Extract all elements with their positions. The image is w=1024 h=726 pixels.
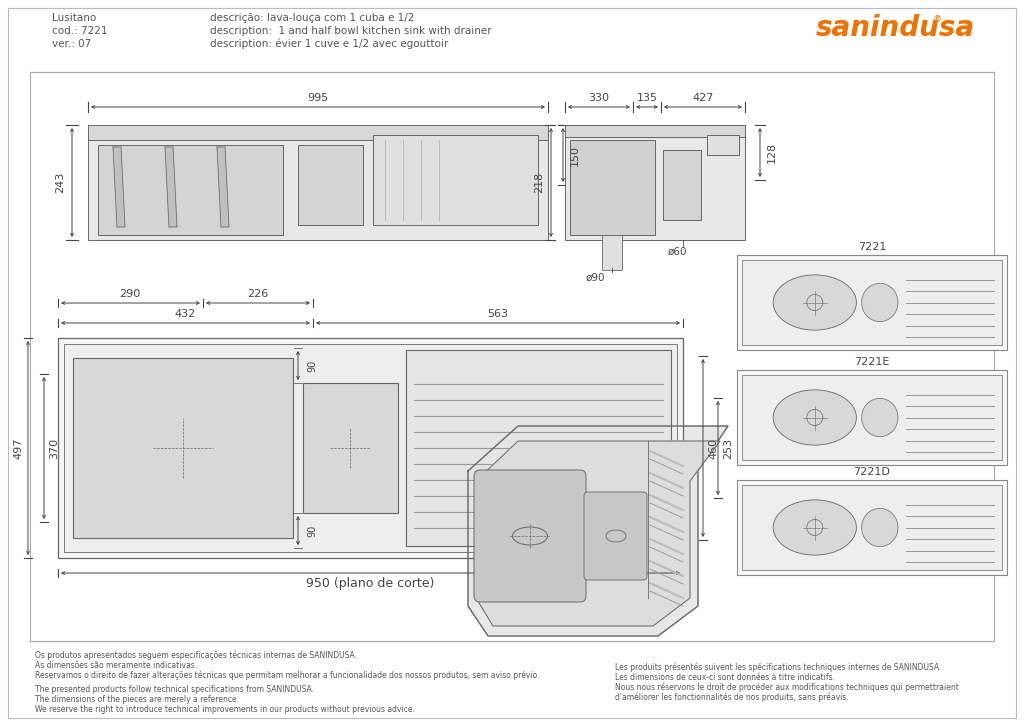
Text: Lusitano: Lusitano [52, 13, 96, 23]
Text: descrição: lava-louça com 1 cuba e 1/2: descrição: lava-louça com 1 cuba e 1/2 [210, 13, 415, 23]
Text: 432: 432 [174, 309, 196, 319]
Text: 995: 995 [307, 93, 329, 103]
Text: description:  1 and half bowl kitchen sink with drainer: description: 1 and half bowl kitchen sin… [210, 26, 492, 36]
Text: 128: 128 [767, 142, 777, 163]
Text: The presented products follow technical specifications from SANINDUSA.: The presented products follow technical … [35, 685, 314, 694]
Ellipse shape [861, 399, 898, 436]
Text: ver.: 07: ver.: 07 [52, 39, 91, 49]
Bar [303, 383, 398, 513]
Text: 243: 243 [55, 172, 65, 193]
Bar [98, 145, 283, 235]
Bar [742, 260, 1002, 345]
Bar [88, 140, 548, 240]
Text: The dimensions of the pieces are merely a reference.: The dimensions of the pieces are merely … [35, 695, 239, 704]
FancyBboxPatch shape [78, 368, 288, 528]
Polygon shape [476, 441, 720, 626]
Text: 7221E: 7221E [854, 357, 890, 367]
Text: cod.: 7221: cod.: 7221 [52, 26, 108, 36]
Bar [30, 72, 994, 641]
Text: Nous nous réservons le droit de procéder aux modifications techniques qui permet: Nous nous réservons le droit de procéder… [615, 683, 958, 693]
Text: 427: 427 [692, 93, 714, 103]
FancyBboxPatch shape [474, 470, 586, 602]
FancyBboxPatch shape [584, 492, 647, 580]
Bar [570, 140, 655, 235]
Text: 226: 226 [248, 289, 268, 299]
Text: 950 (plano de corte): 950 (plano de corte) [306, 576, 434, 590]
Text: 90: 90 [307, 524, 317, 537]
Polygon shape [217, 147, 229, 227]
Text: As dimensões são meramente indicativas.: As dimensões são meramente indicativas. [35, 661, 198, 670]
Bar [742, 375, 1002, 460]
Text: 135: 135 [637, 93, 657, 103]
Bar [737, 480, 1007, 575]
Polygon shape [165, 147, 177, 227]
Text: description: évier 1 cuve e 1/2 avec egouttoir: description: évier 1 cuve e 1/2 avec ego… [210, 38, 449, 49]
FancyBboxPatch shape [307, 387, 394, 509]
Text: 290: 290 [120, 289, 140, 299]
Bar [737, 370, 1007, 465]
Text: We reserve the right to introduce technical improvements in our products without: We reserve the right to introduce techni… [35, 705, 415, 714]
Bar [63, 344, 677, 552]
Text: 497: 497 [13, 437, 23, 459]
Bar [707, 135, 739, 155]
Ellipse shape [773, 390, 856, 445]
Text: ®: ® [933, 15, 941, 25]
Text: 330: 330 [589, 93, 609, 103]
Text: 7221: 7221 [858, 242, 886, 252]
Text: 370: 370 [49, 438, 59, 459]
Bar [565, 125, 745, 137]
Text: Les produits présentés suivent les spécifications techniques internes de SANINDU: Les produits présentés suivent les spéci… [615, 663, 941, 672]
Text: Les dimensions de ceux-ci sont données à titre indicatifs.: Les dimensions de ceux-ci sont données à… [615, 673, 835, 682]
Text: 253: 253 [723, 438, 733, 459]
Bar [73, 358, 293, 538]
Text: 563: 563 [487, 309, 509, 319]
Bar [373, 135, 538, 225]
Text: sanindusa: sanindusa [815, 14, 975, 42]
Text: Os produtos apresentados seguem especificações técnicas internas de SANINDUSA.: Os produtos apresentados seguem especifi… [35, 651, 357, 661]
Text: 460: 460 [708, 438, 718, 459]
Bar [663, 150, 701, 220]
Polygon shape [468, 426, 728, 636]
Bar [565, 125, 745, 240]
Bar [88, 125, 548, 140]
Text: ø90: ø90 [586, 273, 605, 283]
Bar [406, 350, 671, 546]
Text: d'améliorer les fonctionnalités de nos produits, sans préavis.: d'améliorer les fonctionnalités de nos p… [615, 693, 849, 703]
Text: 150: 150 [570, 144, 580, 166]
Bar [298, 145, 362, 225]
Bar [602, 235, 622, 270]
Bar [58, 338, 683, 558]
Text: Reservamos o direito de fazer alterações técnicas que permitam melhorar a funcio: Reservamos o direito de fazer alterações… [35, 671, 540, 680]
Text: 90: 90 [307, 359, 317, 372]
Polygon shape [113, 147, 125, 227]
Ellipse shape [773, 500, 856, 555]
Ellipse shape [861, 283, 898, 322]
Ellipse shape [773, 275, 856, 330]
Text: 218: 218 [534, 172, 544, 193]
Bar [742, 485, 1002, 570]
Ellipse shape [861, 508, 898, 547]
Bar [737, 255, 1007, 350]
Text: ø60: ø60 [668, 247, 687, 257]
Text: 7221D: 7221D [854, 467, 891, 477]
